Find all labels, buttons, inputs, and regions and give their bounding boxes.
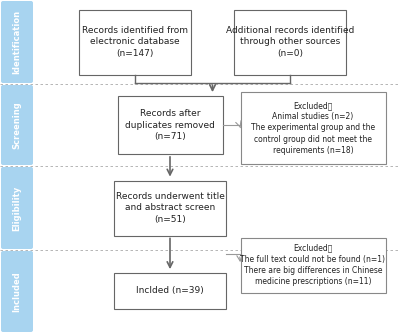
Text: Screening: Screening — [12, 101, 22, 149]
FancyBboxPatch shape — [1, 251, 33, 332]
FancyBboxPatch shape — [1, 85, 33, 165]
FancyBboxPatch shape — [234, 10, 346, 75]
FancyBboxPatch shape — [114, 273, 226, 309]
Text: Records after
duplicates removed
(n=71): Records after duplicates removed (n=71) — [125, 110, 215, 141]
FancyBboxPatch shape — [79, 10, 191, 75]
Text: Inclded (n=39): Inclded (n=39) — [136, 286, 204, 295]
FancyBboxPatch shape — [1, 167, 33, 249]
Text: Eligibility: Eligibility — [12, 185, 22, 231]
FancyBboxPatch shape — [1, 1, 33, 83]
Text: Identification: Identification — [12, 10, 22, 74]
Text: Included: Included — [12, 271, 22, 312]
Text: Excluded：
The full text could not be found (n=1)
There are big differences in Ch: Excluded： The full text could not be fou… — [240, 244, 386, 286]
FancyBboxPatch shape — [118, 96, 222, 154]
Text: Records identified from
electronic database
(n=147): Records identified from electronic datab… — [82, 26, 188, 58]
FancyBboxPatch shape — [114, 180, 226, 235]
Text: Additional records identified
through other sources
(n=0): Additional records identified through ot… — [226, 26, 354, 58]
FancyBboxPatch shape — [240, 237, 386, 292]
FancyBboxPatch shape — [240, 92, 386, 164]
Text: Records underwent title
and abstract screen
(n=51): Records underwent title and abstract scr… — [116, 192, 224, 223]
Text: Excluded：
Animal studies (n=2)
The experimental group and the
control group did : Excluded： Animal studies (n=2) The exper… — [251, 101, 375, 155]
